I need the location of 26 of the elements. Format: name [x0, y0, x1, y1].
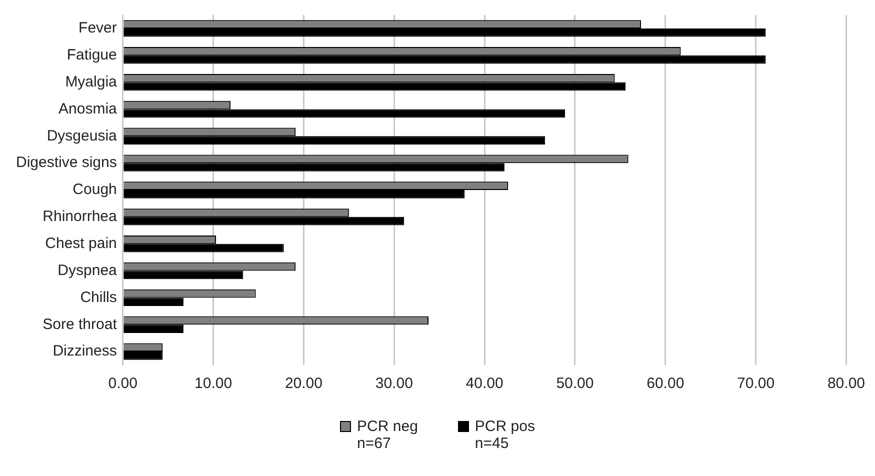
- x-tick-label: 60.00: [646, 375, 684, 392]
- legend-label: PCR pos: [474, 418, 535, 435]
- x-tick-label: 40.00: [466, 375, 504, 392]
- y-tick-label: Fatigue: [66, 46, 117, 64]
- x-tick-label: 30.00: [375, 375, 413, 392]
- y-tick-label: Anosmia: [58, 100, 118, 118]
- x-tick-label: 20.00: [284, 375, 322, 392]
- y-tick-label: Fever: [78, 20, 117, 37]
- y-tick-label: Cough: [72, 181, 117, 198]
- y-tick-label: Chest pain: [45, 234, 117, 252]
- y-tick-label: Dyspnea: [58, 262, 118, 279]
- y-tick-label: Chills: [80, 288, 117, 306]
- text: n=45: [474, 435, 510, 452]
- y-tick-label: Rhinorrhea: [42, 208, 118, 226]
- y-tick-label: Myalgia: [65, 73, 118, 90]
- x-tick-label: 10.00: [194, 375, 232, 392]
- y-tick-label: Dysgeusia: [46, 127, 118, 144]
- y-tick-label: Dizziness: [52, 342, 117, 360]
- x-tick-label: 80.00: [827, 375, 866, 392]
- x-tick-label: 50.00: [556, 375, 594, 392]
- text: n=67: [356, 435, 392, 452]
- x-tick-label: 70.00: [737, 375, 775, 392]
- y-tick-label: Digestive signs: [16, 154, 117, 172]
- y-tick-label: Sore throat: [42, 316, 118, 333]
- x-tick-label: 0.00: [108, 375, 138, 392]
- legend-label: PCR neg: [357, 418, 418, 435]
